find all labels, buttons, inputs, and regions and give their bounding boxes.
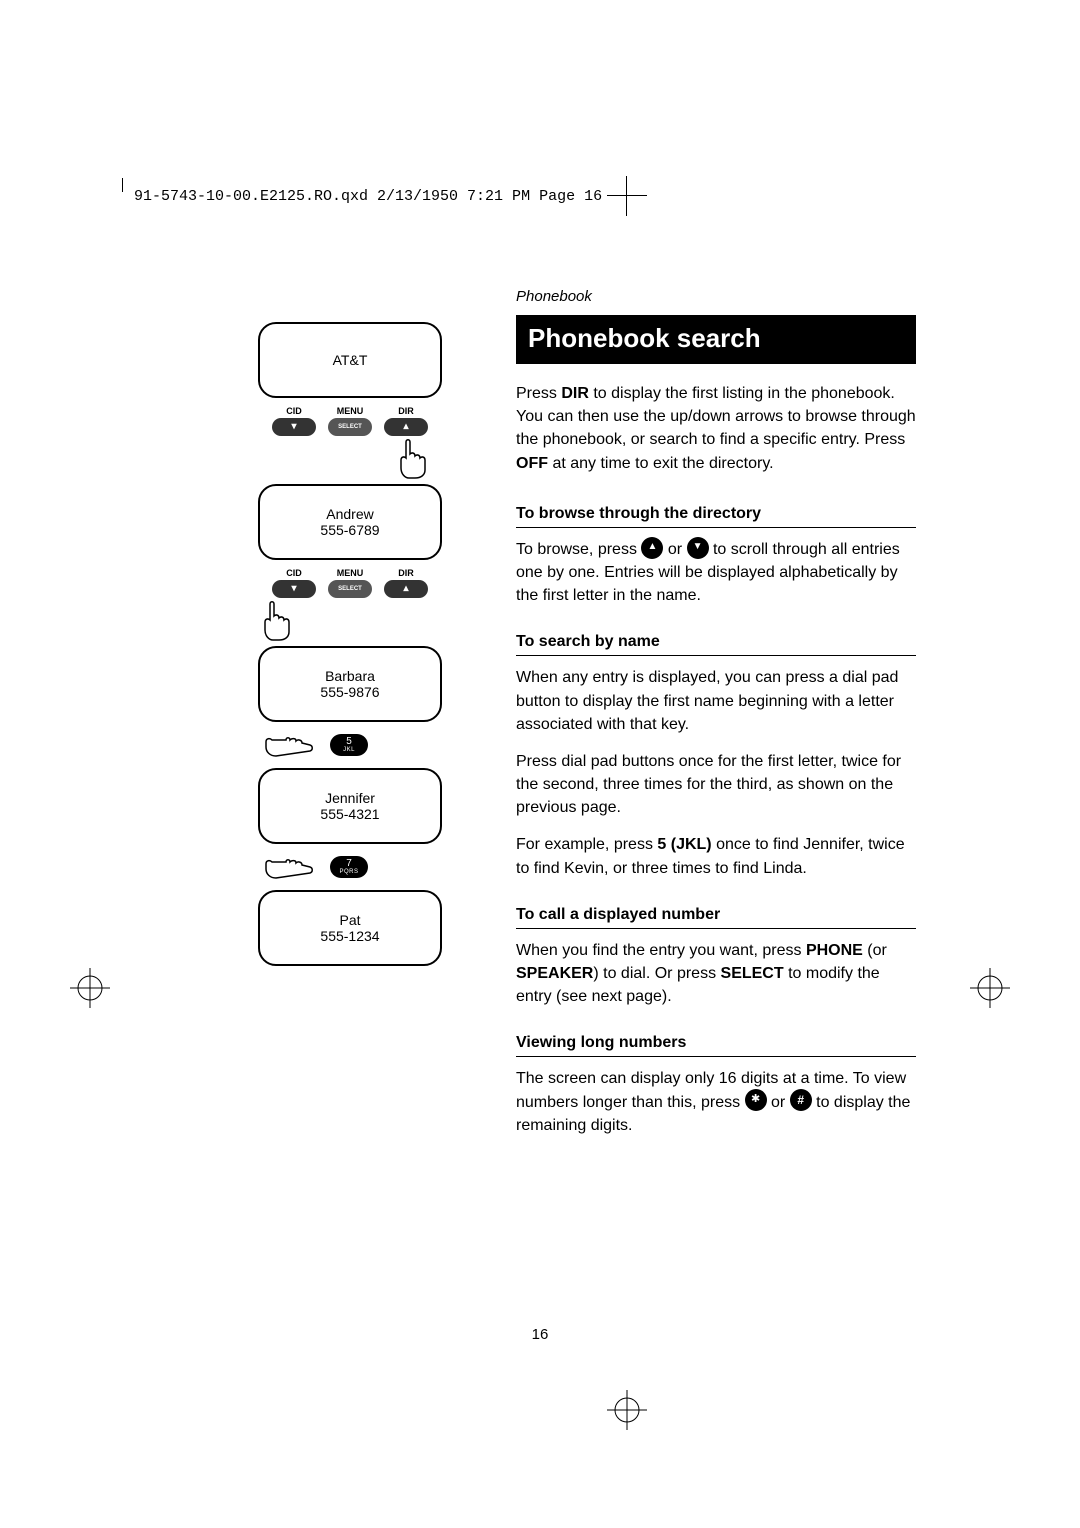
press-key-row-1: 7 PQRS [264,854,442,880]
key-num: 7 [346,859,352,869]
dir-label: DIR [398,406,414,416]
text: or [767,1094,790,1111]
cid-label: CID [286,406,302,416]
file-header-text: 91-5743-10-00.E2125.RO.qxd 2/13/1950 7:2… [134,188,602,205]
off-keyword: OFF [516,455,548,472]
file-header: 91-5743-10-00.E2125.RO.qxd 2/13/1950 7:2… [134,188,602,205]
down-arrow-icon [687,537,709,559]
screen-line1: AT&T [333,352,368,368]
phone-screen-2: Barbara 555-9876 [258,646,442,722]
page-number: 16 [0,1326,1080,1343]
side-hand-icon [264,854,314,880]
search-p3: For example, press 5 (JKL) once to find … [516,833,916,879]
sidebar-illustrations: AT&T CID MENUSELECT DIR Andrew 555-6789 … [258,322,442,974]
phone-screen-3: Jennifer 555-4321 [258,768,442,844]
search-p2: Press dial pad buttons once for the firs… [516,750,916,820]
cid-button-icon [272,580,316,598]
screen-line1: Pat [339,912,360,928]
screen-line2: 555-9876 [320,684,379,700]
keypad-7-icon: 7 PQRS [330,856,368,878]
select-button-icon: SELECT [328,580,372,598]
key-sub: JKL [343,747,355,753]
intro-text: at any time to exit the directory. [548,455,774,472]
phone-screen-1: Andrew 555-6789 [258,484,442,560]
crop-tick [122,178,123,192]
crop-mark-right [970,968,1010,1008]
text: or [663,541,686,558]
crop-mark-top [607,176,647,216]
key-num: 5 [346,737,352,747]
menu-label: MENU [337,568,364,578]
button-row-0: CID MENU SELECT DIR [270,406,430,438]
up-arrow-icon [641,537,663,559]
screen-line2: 555-6789 [320,522,379,538]
dir-button-icon [384,418,428,436]
viewlong-paragraph: The screen can display only 16 digits at… [516,1067,916,1137]
key-5-jkl: 5 (JKL) [657,836,711,853]
dir-button-icon [384,580,428,598]
screen-line1: Barbara [325,668,375,684]
text: ) to dial. Or press [593,965,720,982]
crop-mark-left [70,968,110,1008]
main-content: Phonebook Phonebook search Press DIR to … [516,288,916,1163]
intro-paragraph: Press DIR to display the first listing i… [516,382,916,475]
dir-keyword: DIR [561,385,589,402]
cid-label: CID [286,568,302,578]
page-title: Phonebook search [516,315,916,364]
screen-line2: 555-4321 [320,806,379,822]
screen-line1: Jennifer [325,790,375,806]
speaker-keyword: SPEAKER [516,965,593,982]
section-heading-viewlong: Viewing long numbers [516,1034,916,1057]
phone-screen-0: AT&T [258,322,442,398]
press-key-row-0: 5 JKL [264,732,442,758]
phone-screen-4: Pat 555-1234 [258,890,442,966]
intro-text: Press [516,385,561,402]
pointing-hand-icon [262,600,298,640]
hash-key-icon [790,1089,812,1111]
button-row-1: CID MENU SELECT DIR [270,568,430,600]
phone-keyword: PHONE [806,942,863,959]
breadcrumb: Phonebook [516,288,916,305]
text: For example, press [516,836,657,853]
call-paragraph: When you find the entry you want, press … [516,939,916,1009]
select-button-icon: SELECT [328,418,372,436]
search-p1: When any entry is displayed, you can pre… [516,666,916,736]
text: (or [863,942,887,959]
text: To browse, press [516,541,641,558]
pointing-hand-icon [398,438,434,478]
keypad-5-icon: 5 JKL [330,734,368,756]
section-heading-browse: To browse through the directory [516,505,916,528]
section-heading-call: To call a displayed number [516,906,916,929]
browse-paragraph: To browse, press or to scroll through al… [516,538,916,608]
select-keyword: SELECT [721,965,784,982]
screen-line1: Andrew [326,506,373,522]
section-heading-search: To search by name [516,633,916,656]
text: When you find the entry you want, press [516,942,806,959]
cid-button-icon [272,418,316,436]
side-hand-icon [264,732,314,758]
star-key-icon [745,1089,767,1111]
screen-line2: 555-1234 [320,928,379,944]
crop-mark-bottom [607,1390,647,1430]
dir-label: DIR [398,568,414,578]
menu-label: MENU [337,406,364,416]
key-sub: PQRS [339,869,358,875]
